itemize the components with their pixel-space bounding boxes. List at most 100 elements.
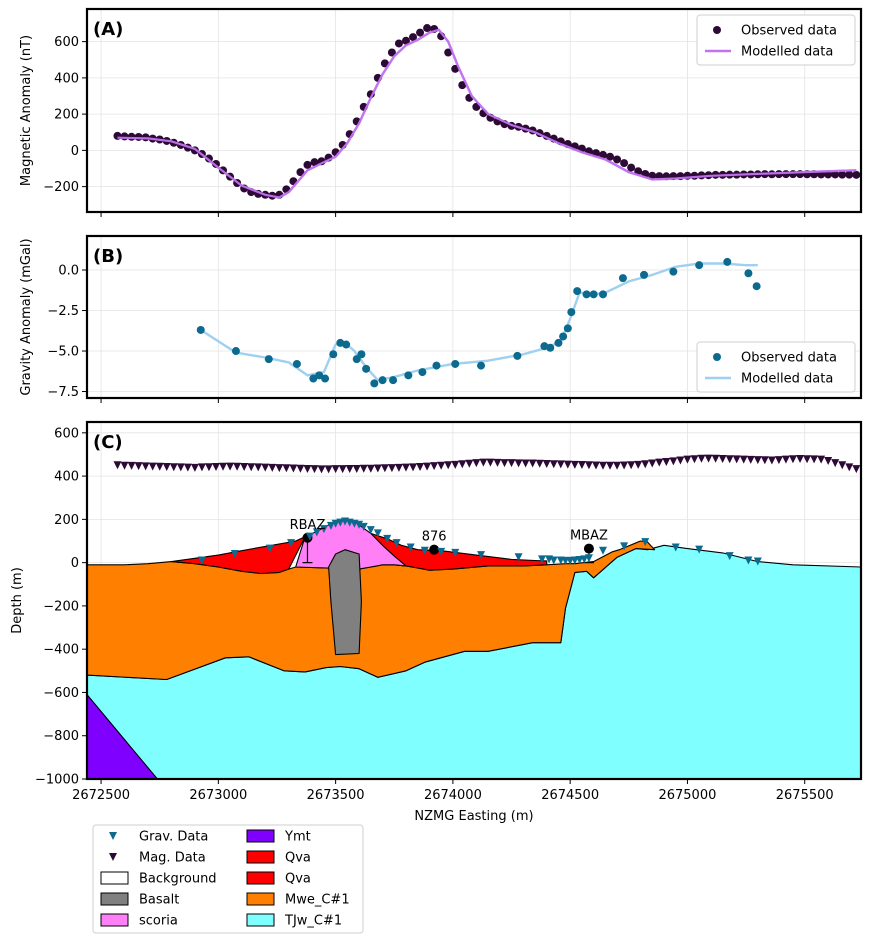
- panel-label: (C): [93, 432, 123, 453]
- mag-station: [296, 464, 305, 473]
- grav-station: [197, 556, 206, 565]
- observed-point: [357, 350, 366, 359]
- mag-station: [162, 463, 171, 472]
- mag-station: [704, 454, 713, 463]
- observed-point: [695, 261, 704, 270]
- grav-station: [392, 539, 401, 548]
- grav-station: [406, 543, 415, 552]
- observed-point: [752, 282, 761, 291]
- mag-station: [465, 459, 474, 468]
- x-tick-label: 2674000: [424, 788, 482, 803]
- axes-frame: [85, 7, 863, 214]
- observed-point: [321, 374, 330, 383]
- grav-station: [359, 522, 368, 531]
- mag-station: [394, 463, 403, 472]
- observed-point: [404, 371, 413, 380]
- mag-station: [352, 464, 361, 473]
- mag-station: [627, 461, 636, 470]
- mag-station: [240, 463, 249, 472]
- mag-station: [219, 462, 228, 471]
- grav-station: [641, 538, 650, 547]
- observed-point: [315, 371, 324, 380]
- mag-station: [514, 459, 523, 468]
- mag-station: [810, 455, 819, 464]
- mag-station: [803, 455, 812, 464]
- section-legend-box: [92, 824, 364, 934]
- observed-point: [423, 24, 432, 33]
- observed-point: [231, 347, 240, 356]
- body-basalt: [328, 549, 362, 656]
- mag-station: [430, 462, 439, 471]
- legend-observed-marker: [713, 26, 721, 34]
- grav-station: [265, 544, 274, 553]
- grav-station: [383, 534, 392, 543]
- mag-station: [662, 458, 671, 467]
- mag-station: [838, 461, 847, 470]
- borehole-label: 876: [422, 530, 447, 545]
- grav-station: [326, 521, 335, 530]
- y-tick-label: 600: [54, 35, 79, 50]
- plot-area: [113, 24, 861, 200]
- observed-point: [120, 132, 129, 141]
- mag-station: [134, 462, 143, 471]
- mag-station: [599, 461, 607, 470]
- grav-station: [753, 557, 762, 566]
- mag-station: [521, 459, 530, 468]
- observed-point: [852, 170, 861, 179]
- mag-station: [444, 461, 453, 470]
- grav-station: [319, 525, 328, 534]
- borehole-marker: [429, 544, 440, 555]
- mag-station: [451, 460, 460, 469]
- mag-station: [725, 455, 734, 464]
- plot-area: [196, 257, 761, 388]
- mag-station: [556, 460, 565, 469]
- mag-station: [254, 463, 263, 472]
- grav-station: [331, 519, 340, 528]
- mag-station: [366, 464, 375, 473]
- mag-station: [197, 463, 206, 472]
- observed-point: [309, 374, 318, 383]
- observed-point: [824, 170, 833, 179]
- mag-station: [535, 459, 544, 468]
- observed-point: [599, 150, 607, 159]
- legend-label: Ymt: [284, 830, 311, 845]
- mag-station: [781, 455, 790, 464]
- grav-station: [671, 543, 680, 552]
- legend-box: [696, 341, 856, 393]
- observed-point: [618, 274, 627, 283]
- mag-station: [409, 463, 418, 472]
- mag-station: [500, 459, 509, 468]
- observed-point: [546, 343, 555, 352]
- observed-point: [409, 33, 418, 42]
- mag-station: [493, 458, 502, 467]
- observed-point: [634, 167, 643, 176]
- observed-point: [196, 325, 205, 334]
- mag-station: [204, 463, 213, 472]
- legend-label: Observed data: [741, 24, 837, 39]
- mag-station: [141, 462, 150, 471]
- mag-station: [317, 465, 326, 474]
- mag-station: [507, 459, 516, 468]
- observed-point: [589, 290, 598, 299]
- grav-station: [355, 520, 364, 529]
- body-ymt: [87, 694, 158, 779]
- modelled-line: [117, 28, 857, 199]
- mag-station: [401, 463, 410, 472]
- mag-station: [183, 463, 192, 472]
- legend-patch: [100, 913, 129, 927]
- mag-station: [760, 456, 769, 465]
- mag-station: [127, 461, 136, 470]
- observed-point: [788, 170, 797, 179]
- observed-point: [389, 376, 398, 385]
- grav-station: [366, 526, 375, 535]
- y-tick-label: 0.0: [58, 264, 79, 279]
- mag-station: [247, 463, 256, 472]
- mag-station: [387, 464, 396, 473]
- observed-point: [329, 350, 338, 359]
- y-tick-label: −2.5: [47, 304, 79, 319]
- mag-station: [577, 461, 586, 470]
- mag-station: [176, 463, 185, 472]
- observed-point: [831, 170, 840, 179]
- mag-station: [148, 462, 157, 471]
